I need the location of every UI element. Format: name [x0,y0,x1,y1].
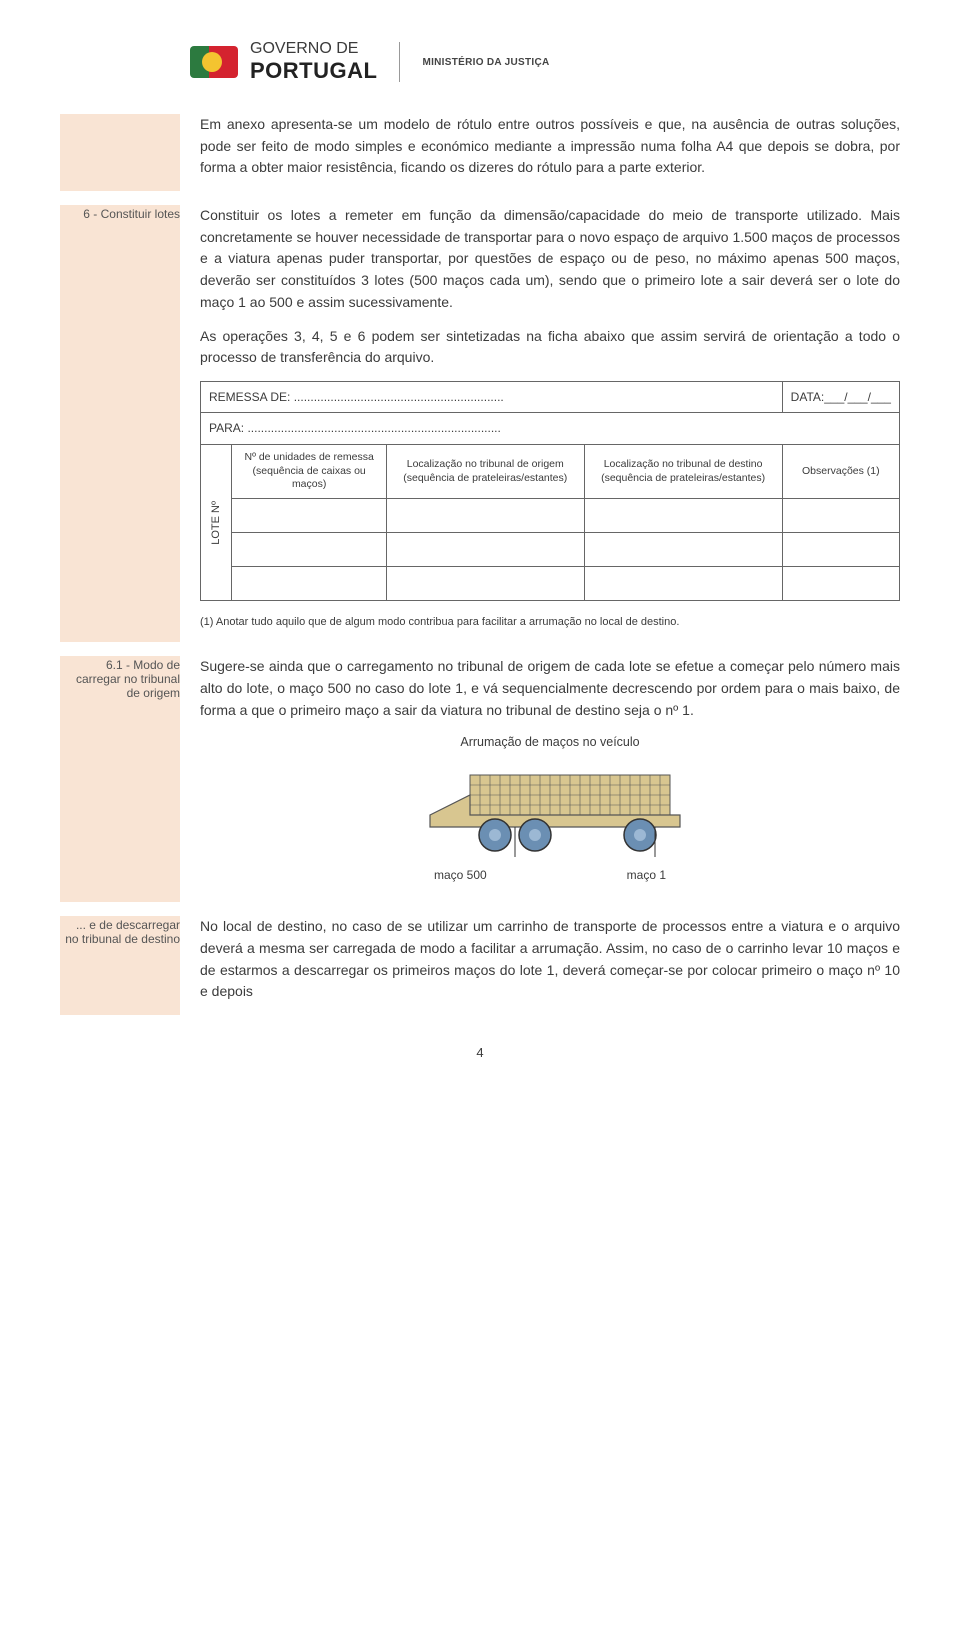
gov-line1: GOVERNO DE [250,40,377,58]
col-lote: LOTE Nº [201,445,232,601]
sidebar-section62: ... e de descarregar no tribunal de dest… [60,916,180,1015]
footnote-1: (1) Anotar tudo aquilo que de algum modo… [200,615,900,630]
remessa-cell: REMESSA DE: ............................… [201,381,783,413]
intro-paragraph: Em anexo apresenta-se um modelo de rótul… [200,114,900,179]
logo-text: GOVERNO DE PORTUGAL [250,40,377,84]
truck-illustration [200,765,900,860]
para-cell: PARA: ..................................… [201,413,900,445]
sidebar-section6: 6 - Constituir lotes [60,205,180,642]
section61-p1: Sugere-se ainda que o carregamento no tr… [200,656,900,721]
col-origem: Localização no tribunal de origem (sequê… [387,445,585,499]
truck-label-right: maço 1 [627,866,666,885]
col-obs: Observações (1) [782,445,899,499]
section6-p1: Constituir os lotes a remeter em função … [200,205,900,313]
data-cell: DATA:___/___/___ [782,381,899,413]
logo-divider [399,42,400,82]
table-row [201,566,900,600]
section62-label: ... e de descarregar no tribunal de dest… [65,918,180,946]
transfer-form-table: REMESSA DE: ............................… [200,381,900,601]
ministry-label: MINISTÉRIO DA JUSTIÇA [422,57,549,68]
truck-labels: maço 500 maço 1 [200,866,900,885]
table-row [201,532,900,566]
col-destino: Localização no tribunal de destino (sequ… [584,445,782,499]
section6-label: 6 - Constituir lotes [83,207,180,221]
sidebar-section61: 6.1 - Modo de carregar no tribunal de or… [60,656,180,902]
section61-label: 6.1 - Modo de carregar no tribunal de or… [76,658,180,700]
section62-p1: No local de destino, no caso de se utili… [200,916,900,1003]
page-number: 4 [60,1045,900,1060]
truck-caption: Arrumação de maços no veículo [200,733,900,752]
header-logo: GOVERNO DE PORTUGAL MINISTÉRIO DA JUSTIÇ… [190,40,900,84]
col-unidades: Nº de unidades de remessa (sequência de … [232,445,387,499]
truck-label-left: maço 500 [434,866,487,885]
table-row [201,498,900,532]
portugal-flag-icon [190,46,238,78]
section6-p2: As operações 3, 4, 5 e 6 podem ser sinte… [200,326,900,369]
sidebar-spacer [60,114,180,191]
gov-line2: PORTUGAL [250,58,377,84]
